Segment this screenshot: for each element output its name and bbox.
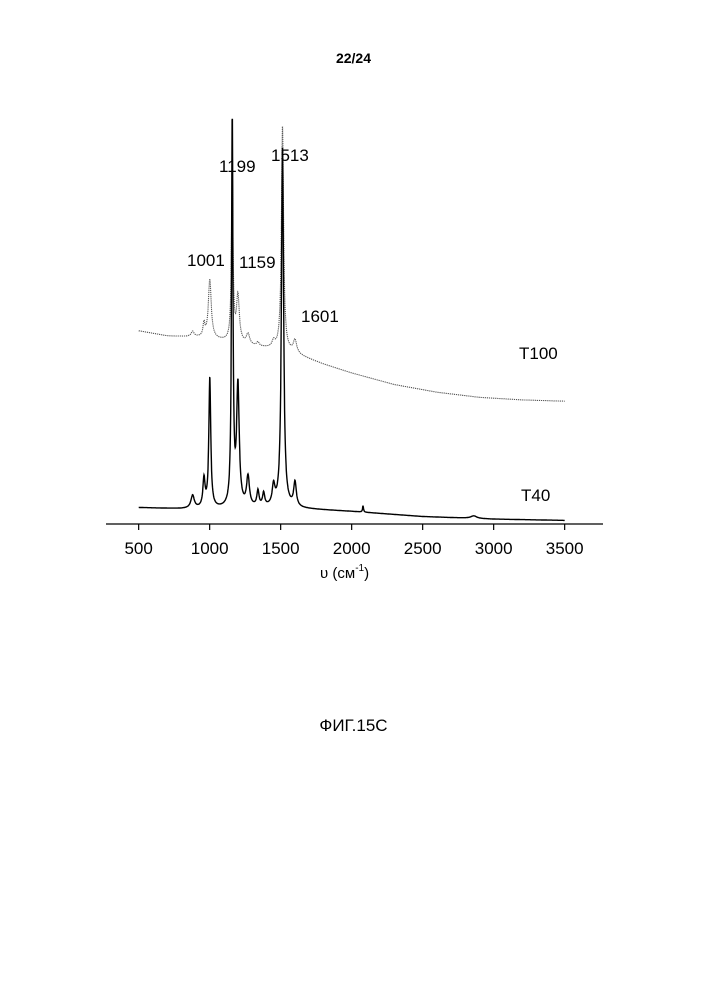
x-tick-label-2000: 2000 (333, 539, 371, 558)
series-label-t100: T100 (519, 344, 558, 363)
peak-label-1001: 1001 (187, 251, 225, 270)
raman-spectra-chart: 500 1000 1500 2000 2500 3000 3500 υ (см-1) 119… (0, 0, 707, 640)
plot-area (139, 119, 565, 521)
figure-caption: ФИГ.15С (0, 716, 707, 736)
series-line-t40 (139, 119, 565, 521)
peak-label-1159: 1159 (239, 253, 276, 272)
x-tick-label-2500: 2500 (404, 539, 442, 558)
x-tick-label-3000: 3000 (475, 539, 513, 558)
x-tick-label-500: 500 (124, 539, 152, 558)
x-tick-label-1500: 1500 (262, 539, 300, 558)
peak-label-1199: 1199 (219, 157, 256, 176)
peak-label-1513: 1513 (271, 146, 309, 165)
x-tick-label-1000: 1000 (191, 539, 229, 558)
x-tick-label-3500: 3500 (546, 539, 584, 558)
peak-label-1601: 1601 (301, 307, 339, 326)
x-axis-ticks: 500 1000 1500 2000 2500 3000 3500 (124, 524, 583, 558)
series-label-t40: T40 (521, 486, 550, 505)
x-axis-label: υ (см-1) (320, 563, 369, 582)
